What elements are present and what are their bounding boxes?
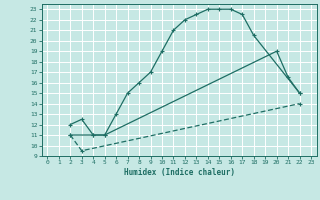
X-axis label: Humidex (Indice chaleur): Humidex (Indice chaleur) xyxy=(124,168,235,177)
